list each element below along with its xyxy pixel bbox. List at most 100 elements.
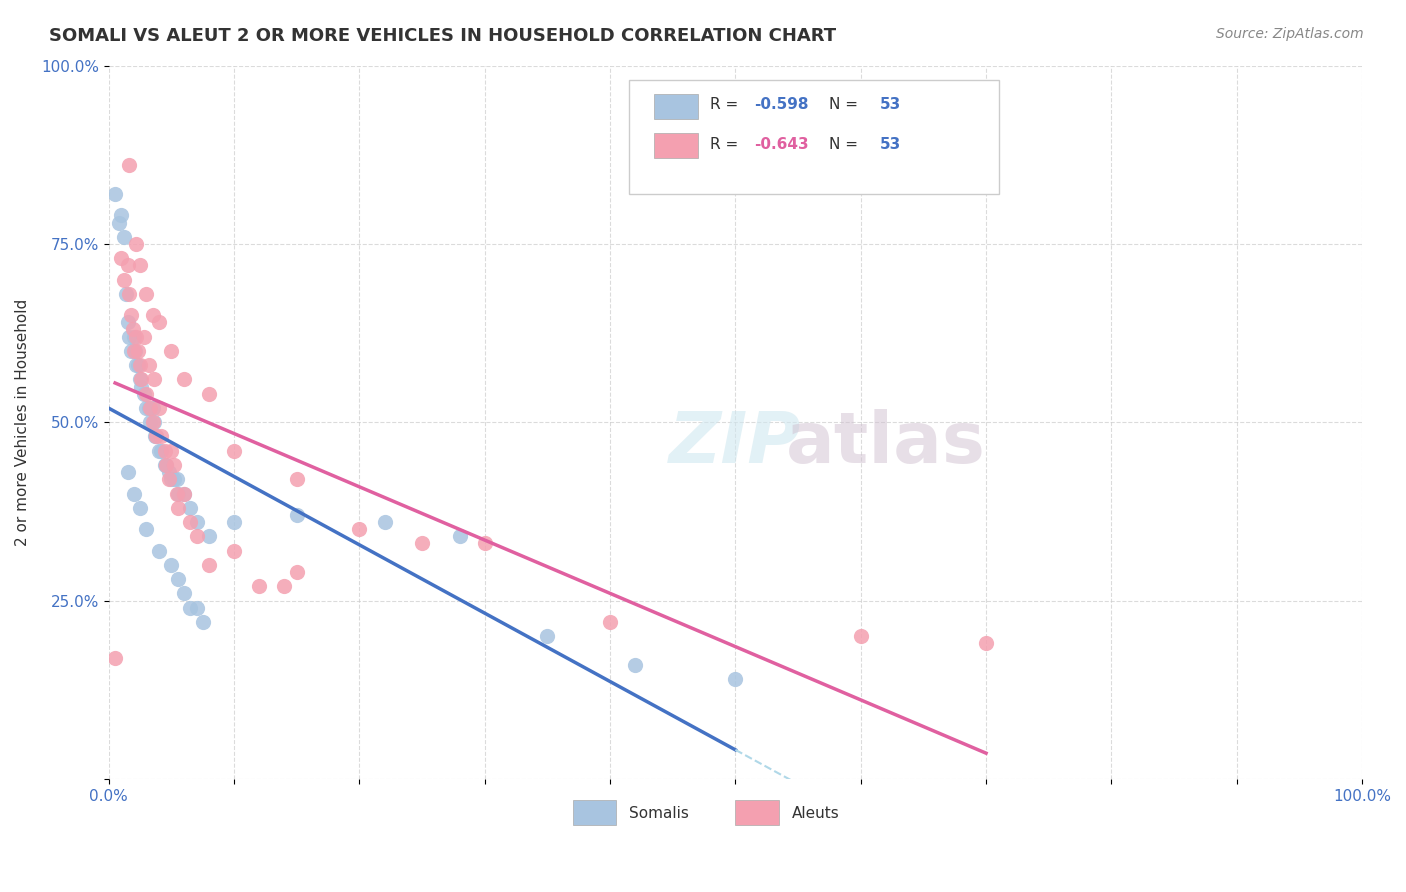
Point bbox=[373, 515, 395, 529]
Point bbox=[117, 258, 139, 272]
Point bbox=[142, 415, 165, 429]
Point bbox=[160, 472, 183, 486]
Point bbox=[411, 536, 433, 550]
Point bbox=[536, 629, 558, 643]
Point bbox=[118, 286, 141, 301]
Point bbox=[135, 522, 157, 536]
Point bbox=[142, 308, 165, 322]
Point bbox=[186, 600, 208, 615]
Point bbox=[142, 401, 165, 415]
Point bbox=[285, 472, 308, 486]
Point bbox=[160, 343, 183, 358]
Point bbox=[129, 372, 152, 386]
Point bbox=[599, 615, 621, 629]
Text: R =: R = bbox=[710, 136, 744, 152]
Bar bbox=[735, 800, 779, 825]
Point bbox=[138, 401, 160, 415]
Y-axis label: 2 or more Vehicles in Household: 2 or more Vehicles in Household bbox=[15, 299, 30, 546]
Point bbox=[157, 465, 180, 479]
Bar bbox=[572, 800, 616, 825]
Point bbox=[173, 586, 195, 600]
Point bbox=[135, 286, 157, 301]
Point bbox=[198, 529, 221, 543]
Point bbox=[122, 343, 145, 358]
Point bbox=[148, 401, 170, 415]
Point bbox=[224, 443, 246, 458]
Text: -0.643: -0.643 bbox=[754, 136, 808, 152]
Point bbox=[118, 158, 141, 172]
Point bbox=[160, 558, 183, 572]
Bar bbox=[654, 134, 697, 158]
Point bbox=[285, 565, 308, 579]
Bar bbox=[654, 95, 697, 120]
Point bbox=[186, 515, 208, 529]
Point bbox=[122, 329, 145, 343]
Point bbox=[138, 358, 160, 372]
Point bbox=[148, 543, 170, 558]
Point bbox=[155, 443, 177, 458]
Point bbox=[474, 536, 496, 550]
Point bbox=[148, 443, 170, 458]
Point bbox=[145, 429, 167, 443]
Point bbox=[110, 208, 132, 222]
Point bbox=[139, 415, 162, 429]
Text: atlas: atlas bbox=[786, 409, 986, 478]
Point bbox=[132, 386, 155, 401]
Point bbox=[163, 472, 186, 486]
Point bbox=[135, 401, 157, 415]
Point bbox=[104, 186, 127, 201]
Point bbox=[179, 515, 201, 529]
Point bbox=[449, 529, 471, 543]
Point bbox=[104, 650, 127, 665]
Text: N =: N = bbox=[830, 136, 863, 152]
Point bbox=[186, 529, 208, 543]
Point bbox=[173, 486, 195, 500]
Text: 53: 53 bbox=[880, 136, 901, 152]
Point bbox=[148, 315, 170, 329]
Point bbox=[150, 443, 173, 458]
Text: SOMALI VS ALEUT 2 OR MORE VEHICLES IN HOUSEHOLD CORRELATION CHART: SOMALI VS ALEUT 2 OR MORE VEHICLES IN HO… bbox=[49, 27, 837, 45]
Point bbox=[247, 579, 270, 593]
Point bbox=[173, 486, 195, 500]
Point bbox=[117, 315, 139, 329]
Point bbox=[166, 572, 188, 586]
Point bbox=[179, 500, 201, 515]
Point bbox=[129, 258, 152, 272]
Point bbox=[198, 386, 221, 401]
Point bbox=[160, 443, 183, 458]
Point bbox=[112, 229, 135, 244]
Point bbox=[125, 329, 148, 343]
Point bbox=[191, 615, 214, 629]
Point bbox=[849, 629, 872, 643]
Point bbox=[120, 308, 142, 322]
Point bbox=[115, 286, 138, 301]
Point bbox=[173, 372, 195, 386]
Point bbox=[166, 472, 188, 486]
Point bbox=[108, 215, 131, 229]
Point bbox=[155, 458, 177, 472]
Point bbox=[724, 672, 747, 686]
Point bbox=[224, 543, 246, 558]
Point bbox=[273, 579, 295, 593]
Point bbox=[125, 358, 148, 372]
Point bbox=[127, 343, 149, 358]
Point bbox=[129, 500, 152, 515]
Text: Aleuts: Aleuts bbox=[792, 805, 839, 821]
Text: Somalis: Somalis bbox=[628, 805, 689, 821]
Point bbox=[624, 657, 647, 672]
Point bbox=[121, 322, 143, 336]
Point bbox=[120, 343, 142, 358]
Point bbox=[143, 429, 166, 443]
Point bbox=[117, 465, 139, 479]
FancyBboxPatch shape bbox=[628, 80, 998, 194]
Point bbox=[131, 372, 153, 386]
Point bbox=[224, 515, 246, 529]
Point bbox=[131, 379, 153, 393]
Point bbox=[110, 251, 132, 265]
Point bbox=[150, 429, 173, 443]
Point bbox=[163, 458, 186, 472]
Point bbox=[155, 458, 177, 472]
Point bbox=[349, 522, 371, 536]
Point bbox=[974, 636, 997, 650]
Text: N =: N = bbox=[830, 97, 863, 112]
